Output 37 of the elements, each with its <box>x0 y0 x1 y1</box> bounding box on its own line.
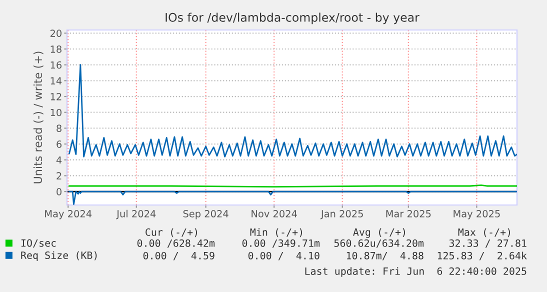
text: Avg (-/+) <box>353 228 406 238</box>
y-tick-label: 12 <box>50 92 62 100</box>
x-tick-label: Mar 2025 <box>386 210 431 218</box>
y-tick-label: 14 <box>50 77 62 84</box>
text: Last update: Fri Jun 6 22:40:00 2025 <box>305 267 526 277</box>
y-tick-label: 18 <box>50 45 62 53</box>
line-series <box>68 190 517 205</box>
text: 0.00 /349.71m <box>242 239 320 248</box>
y-tick-label: 10 <box>50 108 62 116</box>
x-tick-label: Jul 2024 <box>116 210 156 220</box>
x-tick-label: Jan 2025 <box>320 210 363 220</box>
legend-label: Req Size (KB) <box>21 251 97 261</box>
y-tick-label: 6 <box>56 140 62 148</box>
x-tick-label: Nov 2024 <box>252 210 297 218</box>
y-tick-label: 8 <box>56 124 62 132</box>
chart-title: IOs for /dev/lambda-complex/root - by year <box>166 12 420 24</box>
line-series <box>68 64 517 158</box>
text: 0.00 / 4.59 <box>143 252 214 260</box>
y-tick-label: 2 <box>56 172 62 180</box>
y-axis-title: Units read (-) / write (+) <box>33 52 44 184</box>
text: 125.83 / 2.64k <box>438 252 527 260</box>
x-tick-label: May 2025 <box>454 210 500 220</box>
text: Max (-/+) <box>458 228 510 238</box>
y-tick-label: 16 <box>50 61 62 69</box>
x-tick-label: Sep 2024 <box>183 210 228 220</box>
x-tick-label: May 2024 <box>45 210 92 220</box>
text: Min (-/+) <box>250 228 302 238</box>
text: 0.00 / 4.10 <box>248 252 320 260</box>
text: 10.87m/ 4.88 <box>346 252 424 260</box>
text: 32.33 / 27.81 <box>449 239 526 248</box>
legend-label: IO/sec <box>21 239 56 248</box>
y-tick-label: 0 <box>56 188 62 196</box>
y-tick-label: 20 <box>50 30 62 37</box>
text: 560.62u/634.20m <box>334 239 424 248</box>
y-tick-label: 4 <box>56 156 62 164</box>
text: 0.00 /628.42m <box>137 239 215 248</box>
text: Cur (-/+) <box>146 228 198 238</box>
